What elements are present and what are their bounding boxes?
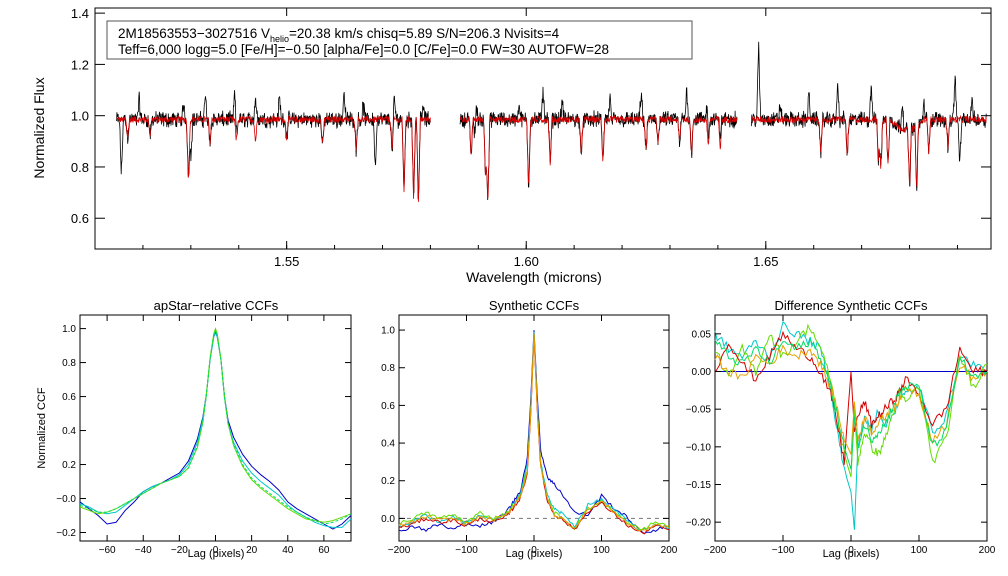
apstar-ccf-x-tick-label: 60	[318, 545, 330, 556]
apstar-ccf-y-tick-label: 0.8	[62, 358, 76, 369]
difference-ccf-data	[714, 320, 988, 530]
apstar-ccf-y-label: Normalized CCF	[36, 387, 48, 469]
apstar-ccf-x-tick-label: 0	[213, 545, 219, 556]
spectrum-plot-frame	[94, 7, 992, 250]
info-line-2: Teff=6,000 logg=5.0 [Fe/H]=−0.50 [alpha/…	[118, 42, 609, 57]
difference-ccf-series-line	[714, 320, 988, 530]
apstar-ccf-x-tick-label: 20	[246, 545, 258, 556]
apstar-ccf-data	[79, 327, 352, 530]
spectrum-y-tick-label: 0.6	[71, 211, 89, 226]
spectrum-y-label: Normalized Flux	[31, 77, 47, 178]
difference-ccf-y-tick-label: 0.00	[692, 367, 712, 378]
spectrum-y-tick-label: 1.2	[71, 57, 89, 72]
difference-ccf-y-tick-label: −0.05	[686, 405, 712, 416]
apstar-ccf-x-tick-label: −40	[135, 545, 152, 556]
synthetic-spectrum-line	[459, 114, 738, 199]
observed-spectrum-line	[116, 90, 431, 200]
synthetic-ccf-y-tick-label: 1.0	[381, 326, 395, 337]
difference-ccf-x-tick-label: −200	[704, 545, 727, 556]
apstar-ccf-x-tick-label: −20	[171, 545, 188, 556]
apstar-ccf-y-tick-label: 0.6	[62, 392, 76, 403]
synthetic-ccf-x-tick-label: 0	[531, 545, 537, 556]
apstar-ccf-y-tick-label: 0.4	[62, 426, 76, 437]
apstar-ccf-series-line	[79, 327, 352, 523]
difference-ccf-title: Difference Synthetic CCFs	[775, 298, 928, 313]
observed-spectrum-line	[751, 41, 987, 191]
apstar-ccf-y-tick-label: −0.2	[56, 528, 76, 539]
spectrum-ticks: 1.55 1.60 1.65 0.6 0.8 1.0 1.2 1.4	[71, 6, 991, 269]
synthetic-ccf-y-tick-label: 0.4	[381, 439, 395, 450]
apstar-ccf-y-tick-label: −0.0	[56, 494, 76, 505]
synthetic-spectrum-line	[116, 115, 431, 202]
apstar-ccf-series-line	[79, 330, 352, 530]
difference-ccf-series-line	[714, 344, 988, 455]
synthetic-ccf-x-label: Lag (pixels)	[506, 548, 563, 560]
spectrum-panel: 1.55 1.60 1.65 0.6 0.8 1.0 1.2 1.4 2M18563553−3…	[31, 6, 992, 285]
synthetic-ccf-y-tick-label: 0.2	[381, 476, 395, 487]
synthetic-ccf-series-line	[398, 333, 670, 532]
difference-ccf-y-tick-label: −0.15	[686, 480, 712, 491]
difference-ccf-series-line	[714, 330, 988, 465]
synthetic-ccf-plot-frame	[398, 314, 670, 542]
synthetic-ccf-y-tick-label: 0.6	[381, 401, 395, 412]
synthetic-ccf-x-tick-label: −200	[388, 545, 411, 556]
info-box	[106, 20, 693, 60]
synthetic-ccf-panel: Synthetic CCFs −200 −100 0 100 200 0.0 0.2 0.4 0…	[381, 298, 678, 560]
spectrum-x-label: Wavelength (microns)	[466, 269, 602, 285]
apstar-ccf-panel: apStar−relative CCFs −60 −40 −20 0 20 40 60 −0.…	[36, 298, 352, 560]
spectrum-data	[116, 41, 987, 202]
apstar-ccf-series-line	[79, 328, 352, 528]
synthetic-ccf-series-line	[398, 335, 670, 535]
difference-ccf-ticks: −200 −100 0 100 200 −0.20 −0.15 −0.10 −0.05 0.00 0…	[686, 315, 996, 556]
difference-ccf-series-line	[714, 338, 988, 470]
apstar-ccf-ticks: −60 −40 −20 0 20 40 60 −0.2 −0.0 0.2 0.4 0.6 0.8 1.0	[56, 315, 351, 556]
apstar-ccf-y-tick-label: 1.0	[62, 324, 76, 335]
apstar-ccf-plot-frame	[79, 314, 352, 542]
spectrum-x-tick-label: 1.55	[274, 254, 299, 269]
synthetic-ccf-series-line	[398, 331, 670, 531]
info-line-1: 2M18563553−3027516 Vhelio=20.38 km/s chi…	[118, 26, 560, 44]
apstar-ccf-series-line	[79, 328, 352, 525]
difference-ccf-x-tick-label: 0	[848, 545, 854, 556]
synthetic-spectrum-line	[751, 114, 987, 187]
difference-ccf-y-tick-label: −0.20	[686, 518, 712, 529]
difference-ccf-x-tick-label: −100	[772, 545, 795, 556]
synthetic-ccf-x-tick-label: 200	[661, 545, 678, 556]
synthetic-ccf-data	[398, 330, 670, 535]
spectrum-x-tick-label: 1.60	[514, 254, 539, 269]
difference-ccf-y-tick-label: −0.10	[686, 442, 712, 453]
synthetic-ccf-ticks: −200 −100 0 100 200 0.0 0.2 0.4 0.6 0.8 1.0	[381, 315, 678, 556]
difference-ccf-x-tick-label: 200	[979, 545, 996, 556]
synthetic-ccf-y-tick-label: 0.0	[381, 514, 395, 525]
apstar-ccf-x-label: Lag (pixels)	[188, 548, 245, 560]
synthetic-ccf-y-tick-label: 0.8	[381, 363, 395, 374]
apstar-ccf-x-tick-label: −60	[99, 545, 116, 556]
difference-ccf-x-tick-label: 100	[911, 545, 928, 556]
difference-ccf-y-tick-label: 0.05	[692, 329, 712, 340]
spectrum-x-tick-label: 1.65	[753, 254, 778, 269]
synthetic-ccf-series-line	[398, 333, 670, 531]
observed-spectrum-line	[459, 86, 738, 201]
apstar-ccf-x-tick-label: 40	[282, 545, 294, 556]
difference-ccf-panel: Difference Synthetic CCFs −200 −100 0 100 20…	[686, 298, 996, 560]
spectrum-y-tick-label: 1.0	[71, 109, 89, 124]
difference-ccf-x-label: Lag (pixels)	[823, 548, 880, 560]
synthetic-ccf-title: Synthetic CCFs	[489, 298, 580, 313]
synthetic-ccf-x-tick-label: 100	[593, 545, 610, 556]
synthetic-ccf-x-tick-label: −100	[455, 545, 478, 556]
synthetic-ccf-series-line	[398, 330, 670, 535]
apstar-ccf-y-tick-label: 0.2	[62, 460, 76, 471]
spectrum-y-tick-label: 1.4	[71, 6, 89, 21]
spectrum-y-tick-label: 0.8	[71, 160, 89, 175]
apstar-ccf-title: apStar−relative CCFs	[154, 298, 279, 313]
